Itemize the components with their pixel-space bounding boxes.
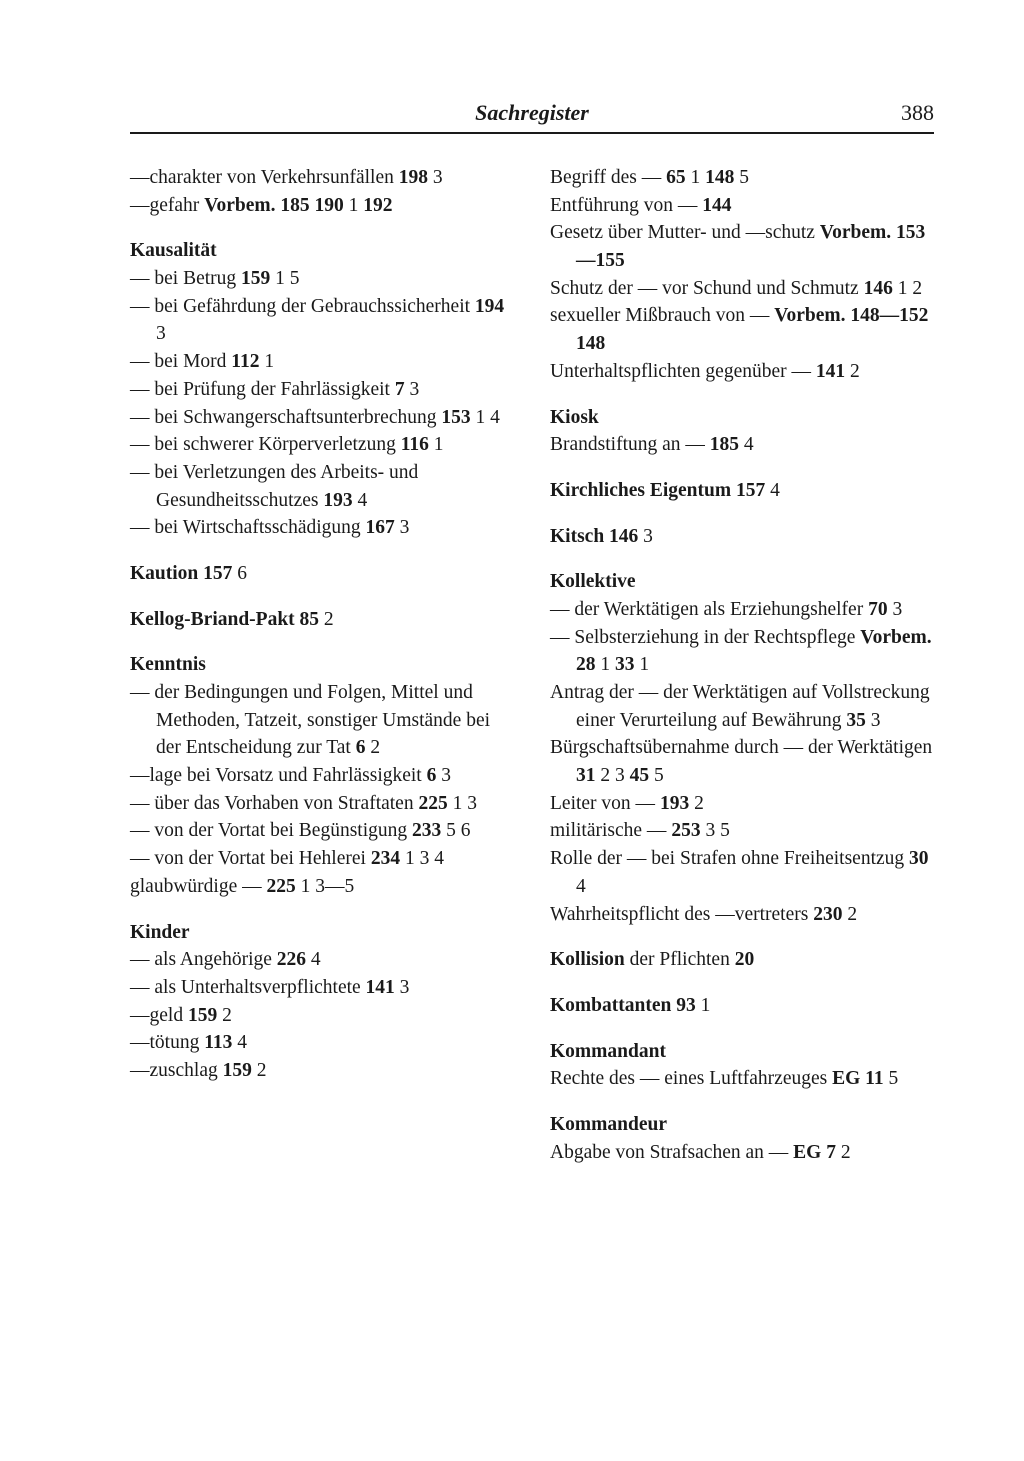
- index-heading: Kenntnis: [130, 651, 514, 679]
- index-entry: — von der Vortat bei Begünstigung 233 5 …: [130, 817, 514, 845]
- index-entry: Brandstiftung an — 185 4: [550, 431, 934, 459]
- index-entry: — der Bedingungen und Folgen, Mittel und…: [130, 679, 514, 762]
- index-entry: —charakter von Verkehrsunfällen 198 3: [130, 164, 514, 192]
- index-entry: Bürgschaftsübernahme durch — der Werktät…: [550, 734, 934, 789]
- index-heading: Kommandant: [550, 1038, 934, 1066]
- page-header: Sachregister 388: [130, 100, 934, 134]
- index-block: Kombattanten 93 1: [550, 992, 934, 1020]
- index-entry: — als Unterhaltsverpflichtete 141 3: [130, 974, 514, 1002]
- index-block: Kollektive— der Werktätigen als Erziehun…: [550, 568, 934, 928]
- columns: —charakter von Verkehrsunfällen 198 3—ge…: [130, 164, 934, 1184]
- index-entry: — bei Schwangerschaftsunterbrechung 153 …: [130, 404, 514, 432]
- header-title: Sachregister: [190, 100, 874, 126]
- index-block: Kenntnis— der Bedingungen und Folgen, Mi…: [130, 651, 514, 900]
- index-entry: — bei Verletzungen des Arbeits- und Gesu…: [130, 459, 514, 514]
- index-heading: Kommandeur: [550, 1111, 934, 1139]
- index-entry: Rolle der — bei Strafen ohne Freiheitsen…: [550, 845, 934, 900]
- index-entry: — von der Vortat bei Hehlerei 234 1 3 4: [130, 845, 514, 873]
- index-heading: Kollektive: [550, 568, 934, 596]
- index-entry: Gesetz über Mutter- und —schutz Vorbem. …: [550, 219, 934, 274]
- index-block: KioskBrandstiftung an — 185 4: [550, 404, 934, 459]
- index-entry: — über das Vorhaben von Straftaten 225 1…: [130, 790, 514, 818]
- index-entry: — bei Wirtschaftsschädigung 167 3: [130, 514, 514, 542]
- index-block: Kirchliches Eigentum 157 4: [550, 477, 934, 505]
- index-entry: —lage bei Vorsatz und Fahrlässigkeit 6 3: [130, 762, 514, 790]
- index-entry: — bei Mord 112 1: [130, 348, 514, 376]
- index-entry: —gefahr Vorbem. 185 190 1 192: [130, 192, 514, 220]
- index-entry: — Selbsterziehung in der Rechtspflege Vo…: [550, 624, 934, 679]
- index-heading: Kausalität: [130, 237, 514, 265]
- page-number: 388: [874, 100, 934, 126]
- index-block: —charakter von Verkehrsunfällen 198 3—ge…: [130, 164, 514, 219]
- index-entry: — bei Betrug 159 1 5: [130, 265, 514, 293]
- index-entry: —zuschlag 159 2: [130, 1057, 514, 1085]
- index-heading: Kinder: [130, 919, 514, 947]
- index-entry: —tötung 113 4: [130, 1029, 514, 1057]
- index-block: Kollision der Pflichten 20: [550, 946, 934, 974]
- index-entry: — als Angehörige 226 4: [130, 946, 514, 974]
- index-entry: — bei schwerer Körperverletzung 116 1: [130, 431, 514, 459]
- index-heading-line: Kollision der Pflichten 20: [550, 946, 934, 974]
- index-entry: Antrag der — der Werktätigen auf Vollstr…: [550, 679, 934, 734]
- index-block: Kitsch 146 3: [550, 523, 934, 551]
- index-entry: — bei Gefährdung der Gebrauchssicherheit…: [130, 293, 514, 348]
- index-heading: Kiosk: [550, 404, 934, 432]
- index-entry: Abgabe von Strafsachen an — EG 7 2: [550, 1139, 934, 1167]
- index-entry: Unterhaltspflichten gegenüber — 141 2: [550, 358, 934, 386]
- index-block: KommandantRechte des — eines Luftfahrzeu…: [550, 1038, 934, 1093]
- index-entry: militärische — 253 3 5: [550, 817, 934, 845]
- index-block: Begriff des — 65 1 148 5Entführung von —…: [550, 164, 934, 386]
- column-right: Begriff des — 65 1 148 5Entführung von —…: [550, 164, 934, 1184]
- index-entry: Rechte des — eines Luftfahrzeuges EG 11 …: [550, 1065, 934, 1093]
- column-left: —charakter von Verkehrsunfällen 198 3—ge…: [130, 164, 514, 1184]
- index-heading-line: Kaution 157 6: [130, 560, 514, 588]
- index-entry: Entführung von — 144: [550, 192, 934, 220]
- index-block: Kaution 157 6: [130, 560, 514, 588]
- index-block: Kinder— als Angehörige 226 4— als Unterh…: [130, 919, 514, 1085]
- index-heading-line: Kombattanten 93 1: [550, 992, 934, 1020]
- index-entry: Begriff des — 65 1 148 5: [550, 164, 934, 192]
- index-entry: Schutz der — vor Schund und Schmutz 146 …: [550, 275, 934, 303]
- index-entry: — der Werktätigen als Erziehungshelfer 7…: [550, 596, 934, 624]
- page: Sachregister 388 —charakter von Verkehrs…: [0, 0, 1024, 1244]
- index-heading-line: Kitsch 146 3: [550, 523, 934, 551]
- index-block: Kellog-Briand-Pakt 85 2: [130, 606, 514, 634]
- index-block: KommandeurAbgabe von Strafsachen an — EG…: [550, 1111, 934, 1166]
- index-heading-line: Kirchliches Eigentum 157 4: [550, 477, 934, 505]
- index-entry: — bei Prüfung der Fahrlässigkeit 7 3: [130, 376, 514, 404]
- index-block: Kausalität— bei Betrug 159 1 5— bei Gefä…: [130, 237, 514, 542]
- index-heading-line: Kellog-Briand-Pakt 85 2: [130, 606, 514, 634]
- index-entry: —geld 159 2: [130, 1002, 514, 1030]
- index-entry: Wahrheitspflicht des —vertreters 230 2: [550, 901, 934, 929]
- index-entry: glaubwürdige — 225 1 3—5: [130, 873, 514, 901]
- index-entry: Leiter von — 193 2: [550, 790, 934, 818]
- index-entry: sexueller Mißbrauch von — Vorbem. 148—15…: [550, 302, 934, 357]
